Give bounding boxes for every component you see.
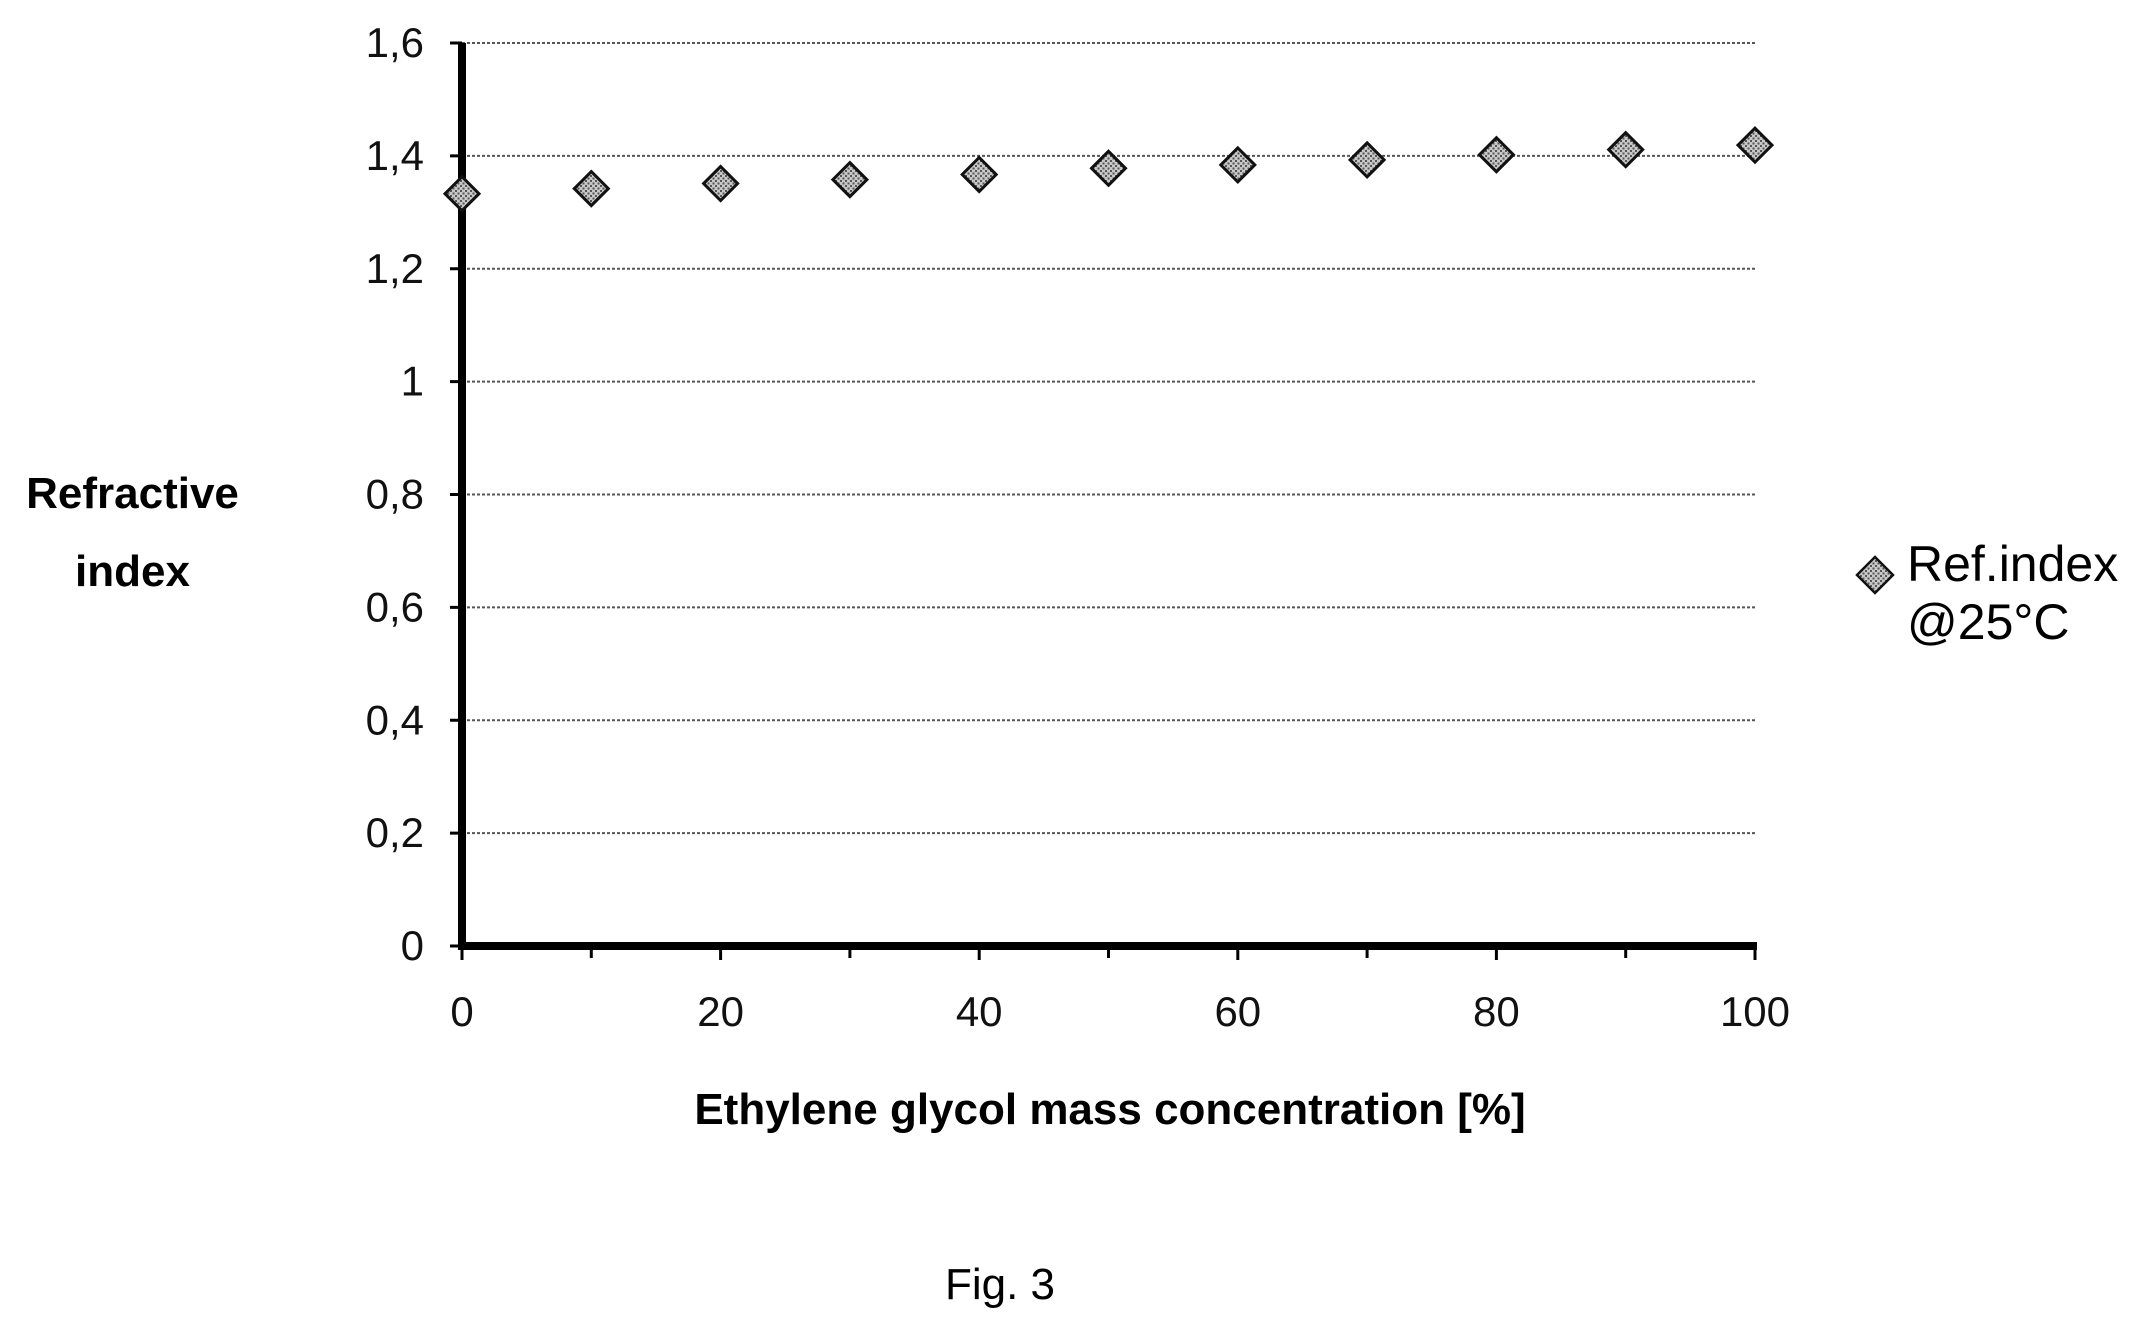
grid-lines (462, 42, 1755, 835)
x-tick-label: 100 (1720, 988, 1790, 1035)
data-point-diamond (442, 174, 482, 213)
y-tick-label: 1,6 (366, 19, 424, 66)
data-point-diamond (1347, 140, 1387, 179)
data-point-diamond (1735, 126, 1775, 165)
legend-entry-label: Ref.index @25°C (1907, 536, 2119, 650)
y-tick-label: 0,8 (366, 471, 424, 518)
legend-diamond-icon (1855, 555, 1895, 595)
y-tick-label: 0,6 (366, 583, 424, 630)
x-tick-label: 40 (956, 988, 1003, 1035)
x-tick-label: 20 (697, 988, 744, 1035)
y-tick-label: 1,2 (366, 245, 424, 292)
data-points (442, 126, 1775, 213)
data-point-diamond (830, 160, 870, 199)
y-tick-label: 0,4 (366, 696, 424, 743)
data-point-diamond (1477, 135, 1516, 174)
y-tick-label: 0 (401, 922, 424, 969)
data-point-diamond (1606, 130, 1645, 169)
tick-labels: 0 0,2 0,4 0,6 0,8 1 1,2 1,4 1,6 0 20 40 60 80 100 (366, 19, 1790, 1035)
data-point-diamond (1089, 149, 1128, 188)
figure-caption: Fig. 3 (944, 1260, 1056, 1309)
x-tick-label: 80 (1473, 988, 1520, 1035)
x-tick-label: 0 (450, 988, 473, 1035)
y-tick-label: 1 (401, 358, 424, 405)
y-tick-label: 0,2 (366, 809, 424, 856)
x-axis-label: Ethylene glycol mass concentration [%] (694, 1085, 1526, 1134)
data-point-diamond (1218, 145, 1257, 185)
data-point-diamond (701, 164, 740, 203)
x-tick-label: 60 (1214, 988, 1261, 1035)
data-point-diamond (960, 155, 999, 194)
y-axis-label: Refractive index (26, 469, 239, 596)
y-tick-label: 1,4 (366, 132, 424, 179)
data-point-diamond (572, 169, 611, 208)
legend: Ref.index @25°C (1855, 535, 2152, 651)
